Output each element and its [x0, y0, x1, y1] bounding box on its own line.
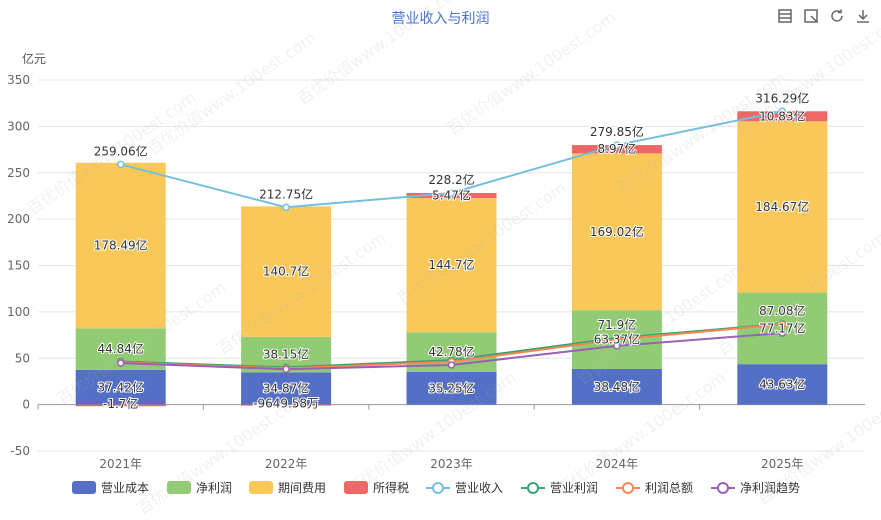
point-净利润趋势-0 — [116, 359, 125, 367]
bar-label-所得税-4: 10.83亿 — [759, 108, 805, 123]
restore-button[interactable] — [801, 6, 821, 26]
legend-swatch-期间费用 — [249, 481, 273, 494]
bar-label-净利润-1: 38.15亿 — [263, 347, 309, 362]
chart-root: 营业收入与利润 亿元 -50 0 50 100 150 200 250 300 350 2021年 2… — [7, 0, 881, 519]
legend-label-净利润: 净利润 — [196, 481, 232, 495]
bar-label-期间费用-3: 169.02亿 — [590, 224, 644, 239]
point-营业收入-1 — [282, 203, 290, 212]
legend-marker-净利润趋势 — [717, 482, 729, 494]
legend-swatch-所得税 — [344, 481, 368, 494]
point-净利润趋势-2 — [447, 361, 456, 369]
legend-label-营业收入: 营业收入 — [455, 481, 503, 495]
line-label-营业利润-4: 87.08亿 — [759, 303, 805, 318]
y-tick-label: 250 — [7, 166, 30, 180]
refresh-icon — [831, 9, 843, 22]
bar-净利润-4 — [737, 292, 828, 365]
y-tick-label: 0 — [22, 398, 30, 412]
legend-label-期间费用: 期间费用 — [278, 481, 326, 495]
legend-label-营业成本: 营业成本 — [101, 481, 149, 495]
bar-期间费用-1 — [241, 206, 332, 337]
x-tick-label: 2023年 — [430, 457, 473, 471]
line-label-营业收入-0: 259.06亿 — [94, 143, 148, 158]
bar-label-营业成本-1: 34.87亿 — [263, 380, 309, 395]
bar-label-所得税-3: 8.97亿 — [598, 141, 637, 156]
y-tick-label: 50 — [15, 351, 30, 365]
bar-label-期间费用-2: 144.7亿 — [428, 257, 474, 272]
point-营业收入-2 — [447, 189, 456, 197]
chart-title: 营业收入与利润 — [391, 11, 490, 27]
bar-所得税-0 — [75, 404, 166, 407]
bar-label-营业成本-4: 43.63亿 — [759, 376, 805, 391]
bar-label-期间费用-4: 184.67亿 — [755, 199, 809, 214]
bar-label-净利润-0: 44.84亿 — [98, 341, 144, 356]
download-button[interactable] — [853, 6, 873, 26]
bar-营业成本-2 — [406, 371, 497, 405]
bar-label-营业成本-2: 35.25亿 — [428, 380, 474, 395]
point-营业收入-0 — [116, 160, 125, 169]
x-tick-label: 2025年 — [761, 457, 804, 471]
line-label-营业收入-2: 228.2亿 — [428, 172, 474, 187]
point-净利润趋势-1 — [282, 365, 290, 373]
x-tick-label: 2021年 — [99, 457, 142, 471]
legend-marker-利润总额 — [622, 482, 634, 494]
chart-svg: 亿元 -50 0 50 100 150 200 250 300 350 2021年 2022年 2023… — [7, 51, 865, 495]
y-tick-label: 200 — [7, 212, 30, 226]
bar-label-营业成本-0: 37.42亿 — [98, 379, 144, 394]
bar-期间费用-3 — [571, 153, 662, 311]
bar-label-营业成本-3: 38.48亿 — [594, 379, 640, 394]
y-tick-label: 350 — [7, 73, 30, 87]
point-净利润趋势-3 — [613, 342, 621, 350]
bar-所得税-3 — [571, 145, 662, 154]
legend-marker-营业利润 — [527, 482, 539, 494]
legend-marker-营业收入 — [432, 482, 444, 494]
bar-label-所得税-0: -1.7亿 — [103, 396, 138, 411]
point-净利润趋势-4 — [778, 329, 787, 337]
bar-所得税-1 — [241, 404, 332, 406]
point-营业收入-4 — [778, 107, 787, 116]
bar-期间费用-0 — [75, 162, 166, 329]
line-label-营业收入-1: 212.75亿 — [259, 186, 313, 201]
legend-swatch-净利润 — [167, 481, 191, 494]
bar-所得税-4 — [737, 111, 828, 122]
x-tick-label: 2024年 — [596, 457, 639, 471]
y-tick-label: 150 — [7, 259, 30, 273]
bar-label-期间费用-1: 140.7亿 — [263, 264, 309, 279]
table-icon — [778, 9, 792, 23]
legend-label-净利润趋势: 净利润趋势 — [740, 481, 800, 495]
bar-营业成本-3 — [571, 368, 662, 405]
bar-期间费用-2 — [406, 198, 497, 333]
point-利润总额-4 — [778, 320, 787, 329]
bar-label-净利润-4: 77.17亿 — [759, 320, 805, 335]
y-tick-label: 100 — [7, 305, 30, 319]
bar-营业成本-0 — [75, 369, 166, 405]
bar-label-所得税-1: -9649.58万 — [253, 397, 319, 411]
data-view-button[interactable] — [775, 6, 795, 26]
bar-营业成本-4 — [737, 364, 828, 405]
bar-label-净利润-2: 42.78亿 — [428, 344, 474, 359]
legend-label-营业利润: 营业利润 — [550, 481, 598, 495]
bar-期间费用-4 — [737, 121, 828, 293]
bar-营业成本-1 — [241, 372, 332, 405]
bar-label-净利润-3: 63.37亿 — [594, 332, 640, 347]
legend-label-所得税: 所得税 — [373, 480, 409, 495]
line-label-营业利润-3: 71.9亿 — [598, 317, 637, 332]
x-tick-label: 2022年 — [265, 457, 308, 471]
chart-toolbar — [775, 6, 873, 26]
refresh-button[interactable] — [827, 6, 847, 26]
y-axis-unit-label: 亿元 — [22, 51, 46, 66]
line-label-营业收入-3: 279.85亿 — [590, 124, 644, 139]
download-icon — [857, 10, 869, 23]
legend-swatch-营业成本 — [72, 481, 96, 494]
point-营业收入-3 — [613, 141, 621, 149]
y-tick-label: -50 — [10, 444, 30, 458]
restore-icon — [804, 9, 818, 23]
bar-label-所得税-2: 5.47亿 — [432, 188, 471, 203]
bar-label-期间费用-0: 178.49亿 — [94, 238, 148, 253]
y-tick-label: 300 — [7, 119, 30, 133]
line-label-营业收入-4: 316.29亿 — [755, 90, 809, 105]
legend-label-利润总额: 利润总额 — [645, 481, 693, 495]
